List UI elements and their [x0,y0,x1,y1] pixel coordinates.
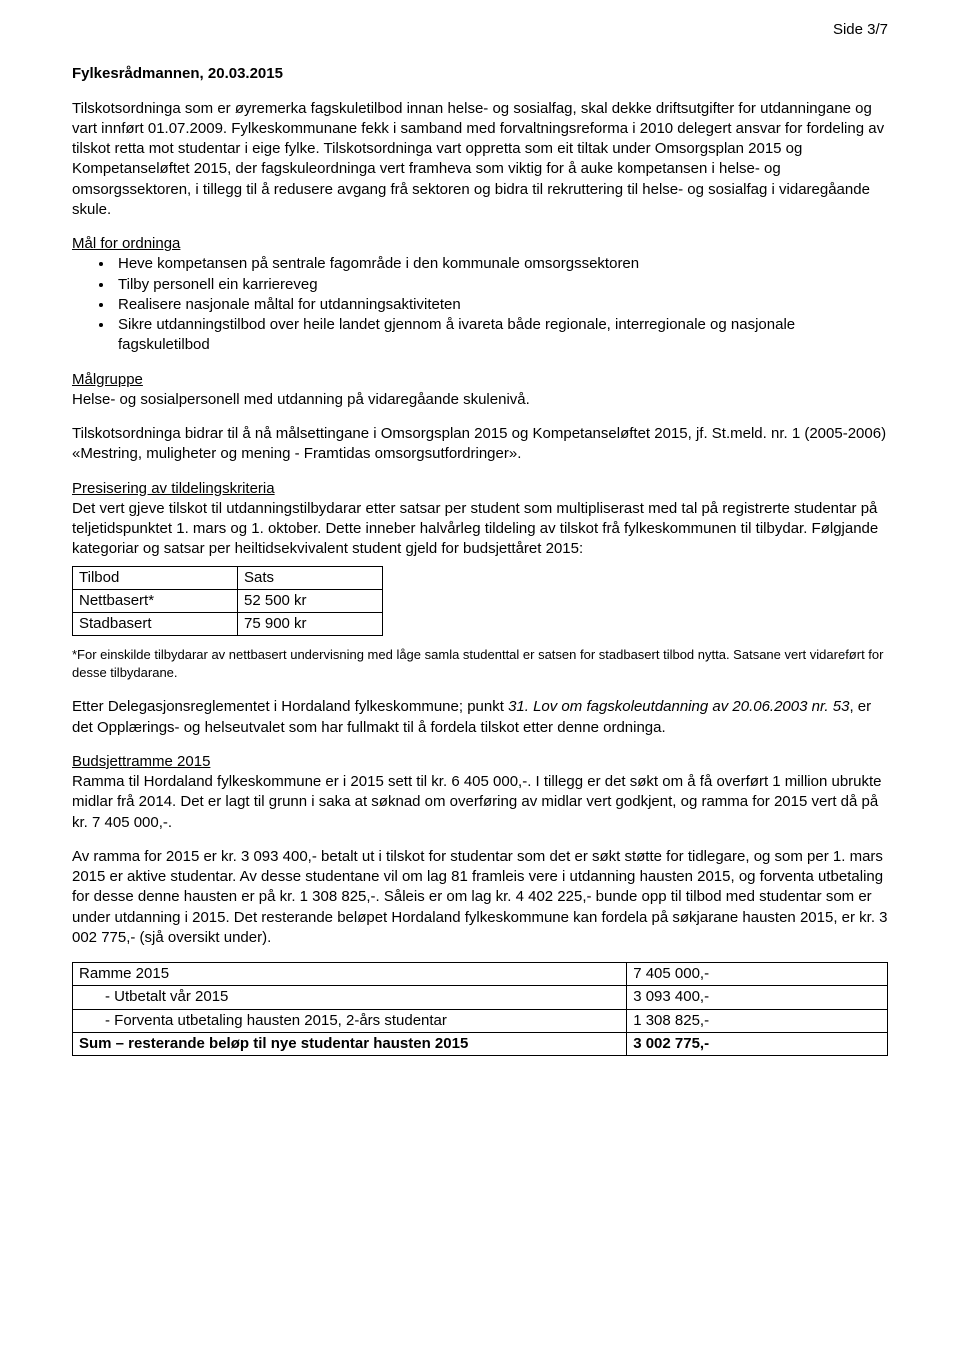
table-cell: - Utbetalt vår 2015 [73,986,627,1009]
table-cell: Ramme 2015 [73,963,627,986]
table-cell: Stadbasert [73,613,238,636]
list-item: Tilby personell ein karriereveg [114,275,888,295]
document-page: Side 3/7 Fylkesrådmannen, 20.03.2015 Til… [0,0,960,1096]
table-cell: 7 405 000,- [627,963,888,986]
table-row: Nettbasert*52 500 kr [73,589,383,612]
paragraph-4: Av ramma for 2015 er kr. 3 093 400,- bet… [72,847,888,948]
table-header-cell: Sats [238,566,383,589]
table-cell: 75 900 kr [238,613,383,636]
paragraph-2: Tilskotsordninga bidrar til å nå målsett… [72,424,888,465]
table-header-cell: Tilbod [73,566,238,589]
table-cell: 3 002 775,- [627,1032,888,1055]
table-row: - Forventa utbetaling hausten 2015, 2-år… [73,1009,888,1032]
list-item: Sikre utdanningstilbod over heile landet… [114,315,888,356]
table-row: Stadbasert75 900 kr [73,613,383,636]
goals-heading: Mål for ordninga [72,235,180,252]
criteria-text: Det vert gjeve tilskot til utdanningstil… [72,500,878,558]
budget-table: Ramme 20157 405 000,-- Utbetalt vår 2015… [72,962,888,1056]
table-row: Ramme 20157 405 000,- [73,963,888,986]
budget-heading: Budsjettramme 2015 [72,753,210,770]
rates-footnote: *For einskilde tilbydarar av nettbasert … [72,646,888,681]
table-cell: 3 093 400,- [627,986,888,1009]
table-row: - Utbetalt vår 20153 093 400,- [73,986,888,1009]
paragraph-3: Etter Delegasjonsreglementet i Hordaland… [72,697,888,738]
targetgroup-text: Helse- og sosialpersonell med utdanning … [72,391,530,408]
paragraph-intro: Tilskotsordninga som er øyremerka fagsku… [72,99,888,221]
list-item: Heve kompetansen på sentrale fagområde i… [114,254,888,274]
table-cell: Sum – resterande beløp til nye studentar… [73,1032,627,1055]
rates-table: TilbodSatsNettbasert*52 500 krStadbasert… [72,566,383,637]
table-cell: 52 500 kr [238,589,383,612]
page-number: Side 3/7 [72,20,888,40]
criteria-heading: Presisering av tildelingskriteria [72,480,275,497]
table-cell: Nettbasert* [73,589,238,612]
budget-text: Ramma til Hordaland fylkeskommune er i 2… [72,773,882,831]
table-cell: 1 308 825,- [627,1009,888,1032]
author-line: Fylkesrådmannen, 20.03.2015 [72,64,888,84]
targetgroup-heading: Målgruppe [72,371,143,388]
goals-list: Heve kompetansen på sentrale fagområde i… [72,254,888,355]
table-cell: - Forventa utbetaling hausten 2015, 2-år… [73,1009,627,1032]
list-item: Realisere nasjonale måltal for utdanning… [114,295,888,315]
table-row: Sum – resterande beløp til nye studentar… [73,1032,888,1055]
